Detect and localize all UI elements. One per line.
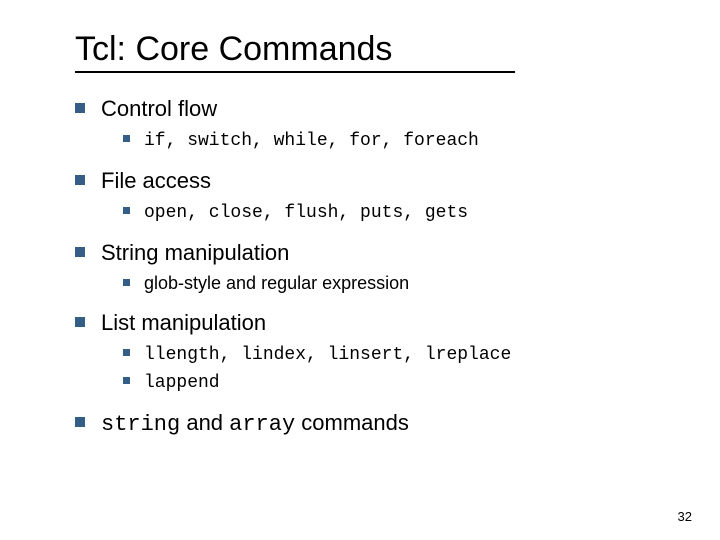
sub-text: open, close, flush, puts, gets	[144, 200, 468, 225]
sub-text: lappend	[144, 370, 220, 395]
slide-title: Tcl: Core Commands	[75, 30, 675, 69]
square-bullet-icon	[75, 317, 85, 327]
bullet-item-list-manipulation: List manipulation	[75, 309, 675, 338]
sub-bullet-item: llength, lindex, linsert, lreplace	[123, 342, 675, 367]
sub-bullet-item: open, close, flush, puts, gets	[123, 200, 675, 225]
bullet-item-string-manipulation: String manipulation	[75, 239, 675, 268]
square-bullet-icon	[123, 207, 130, 214]
heading-text: File access	[101, 167, 211, 196]
square-bullet-icon	[123, 349, 130, 356]
page-number: 32	[678, 509, 692, 524]
bullet-item-file-access: File access	[75, 167, 675, 196]
square-bullet-icon	[123, 135, 130, 142]
title-underline	[75, 71, 515, 73]
bullet-item-string-array: string and array commands	[75, 409, 675, 440]
square-bullet-icon	[75, 417, 85, 427]
sub-bullet-item: glob-style and regular expression	[123, 272, 675, 295]
square-bullet-icon	[75, 175, 85, 185]
sub-text: llength, lindex, linsert, lreplace	[144, 342, 511, 367]
square-bullet-icon	[75, 103, 85, 113]
square-bullet-icon	[75, 247, 85, 257]
sub-text: if, switch, while, for, foreach	[144, 128, 479, 153]
heading-text: List manipulation	[101, 309, 266, 338]
square-bullet-icon	[123, 279, 130, 286]
heading-text: string and array commands	[101, 409, 409, 440]
bullet-item-control-flow: Control flow	[75, 95, 675, 124]
sub-text: glob-style and regular expression	[144, 272, 409, 295]
heading-text: Control flow	[101, 95, 217, 124]
square-bullet-icon	[123, 377, 130, 384]
sub-bullet-item: if, switch, while, for, foreach	[123, 128, 675, 153]
sub-bullet-item: lappend	[123, 370, 675, 395]
heading-text: String manipulation	[101, 239, 289, 268]
